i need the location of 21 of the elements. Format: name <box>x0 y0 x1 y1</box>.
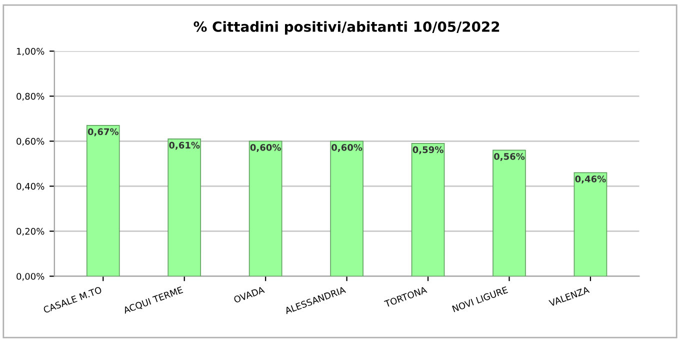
data-label: 0,67% <box>88 128 119 136</box>
bar <box>168 138 202 276</box>
data-label: 0,60% <box>332 144 362 152</box>
y-tick-label: 0,40% <box>16 182 44 191</box>
data-label: 0,61% <box>169 142 200 150</box>
data-label: 0,56% <box>494 153 525 162</box>
bar <box>248 140 282 276</box>
bar <box>411 143 445 276</box>
data-label: 0,59% <box>412 146 444 154</box>
y-tick-label: 0,80% <box>16 92 44 101</box>
y-tick-label: 0,00% <box>16 272 44 281</box>
y-tick-label: 0,20% <box>16 228 44 236</box>
chart-title: % Cittadini positivi/abitanti 10/05/2022 <box>194 21 500 35</box>
bar <box>330 140 364 276</box>
y-tick-label: 1,00% <box>16 48 44 56</box>
data-label: 0,60% <box>250 144 281 152</box>
data-label: 0,46% <box>575 176 606 184</box>
bar <box>86 125 120 276</box>
bar <box>574 172 608 276</box>
y-tick-label: 0,60% <box>16 138 44 146</box>
bar <box>492 150 526 276</box>
